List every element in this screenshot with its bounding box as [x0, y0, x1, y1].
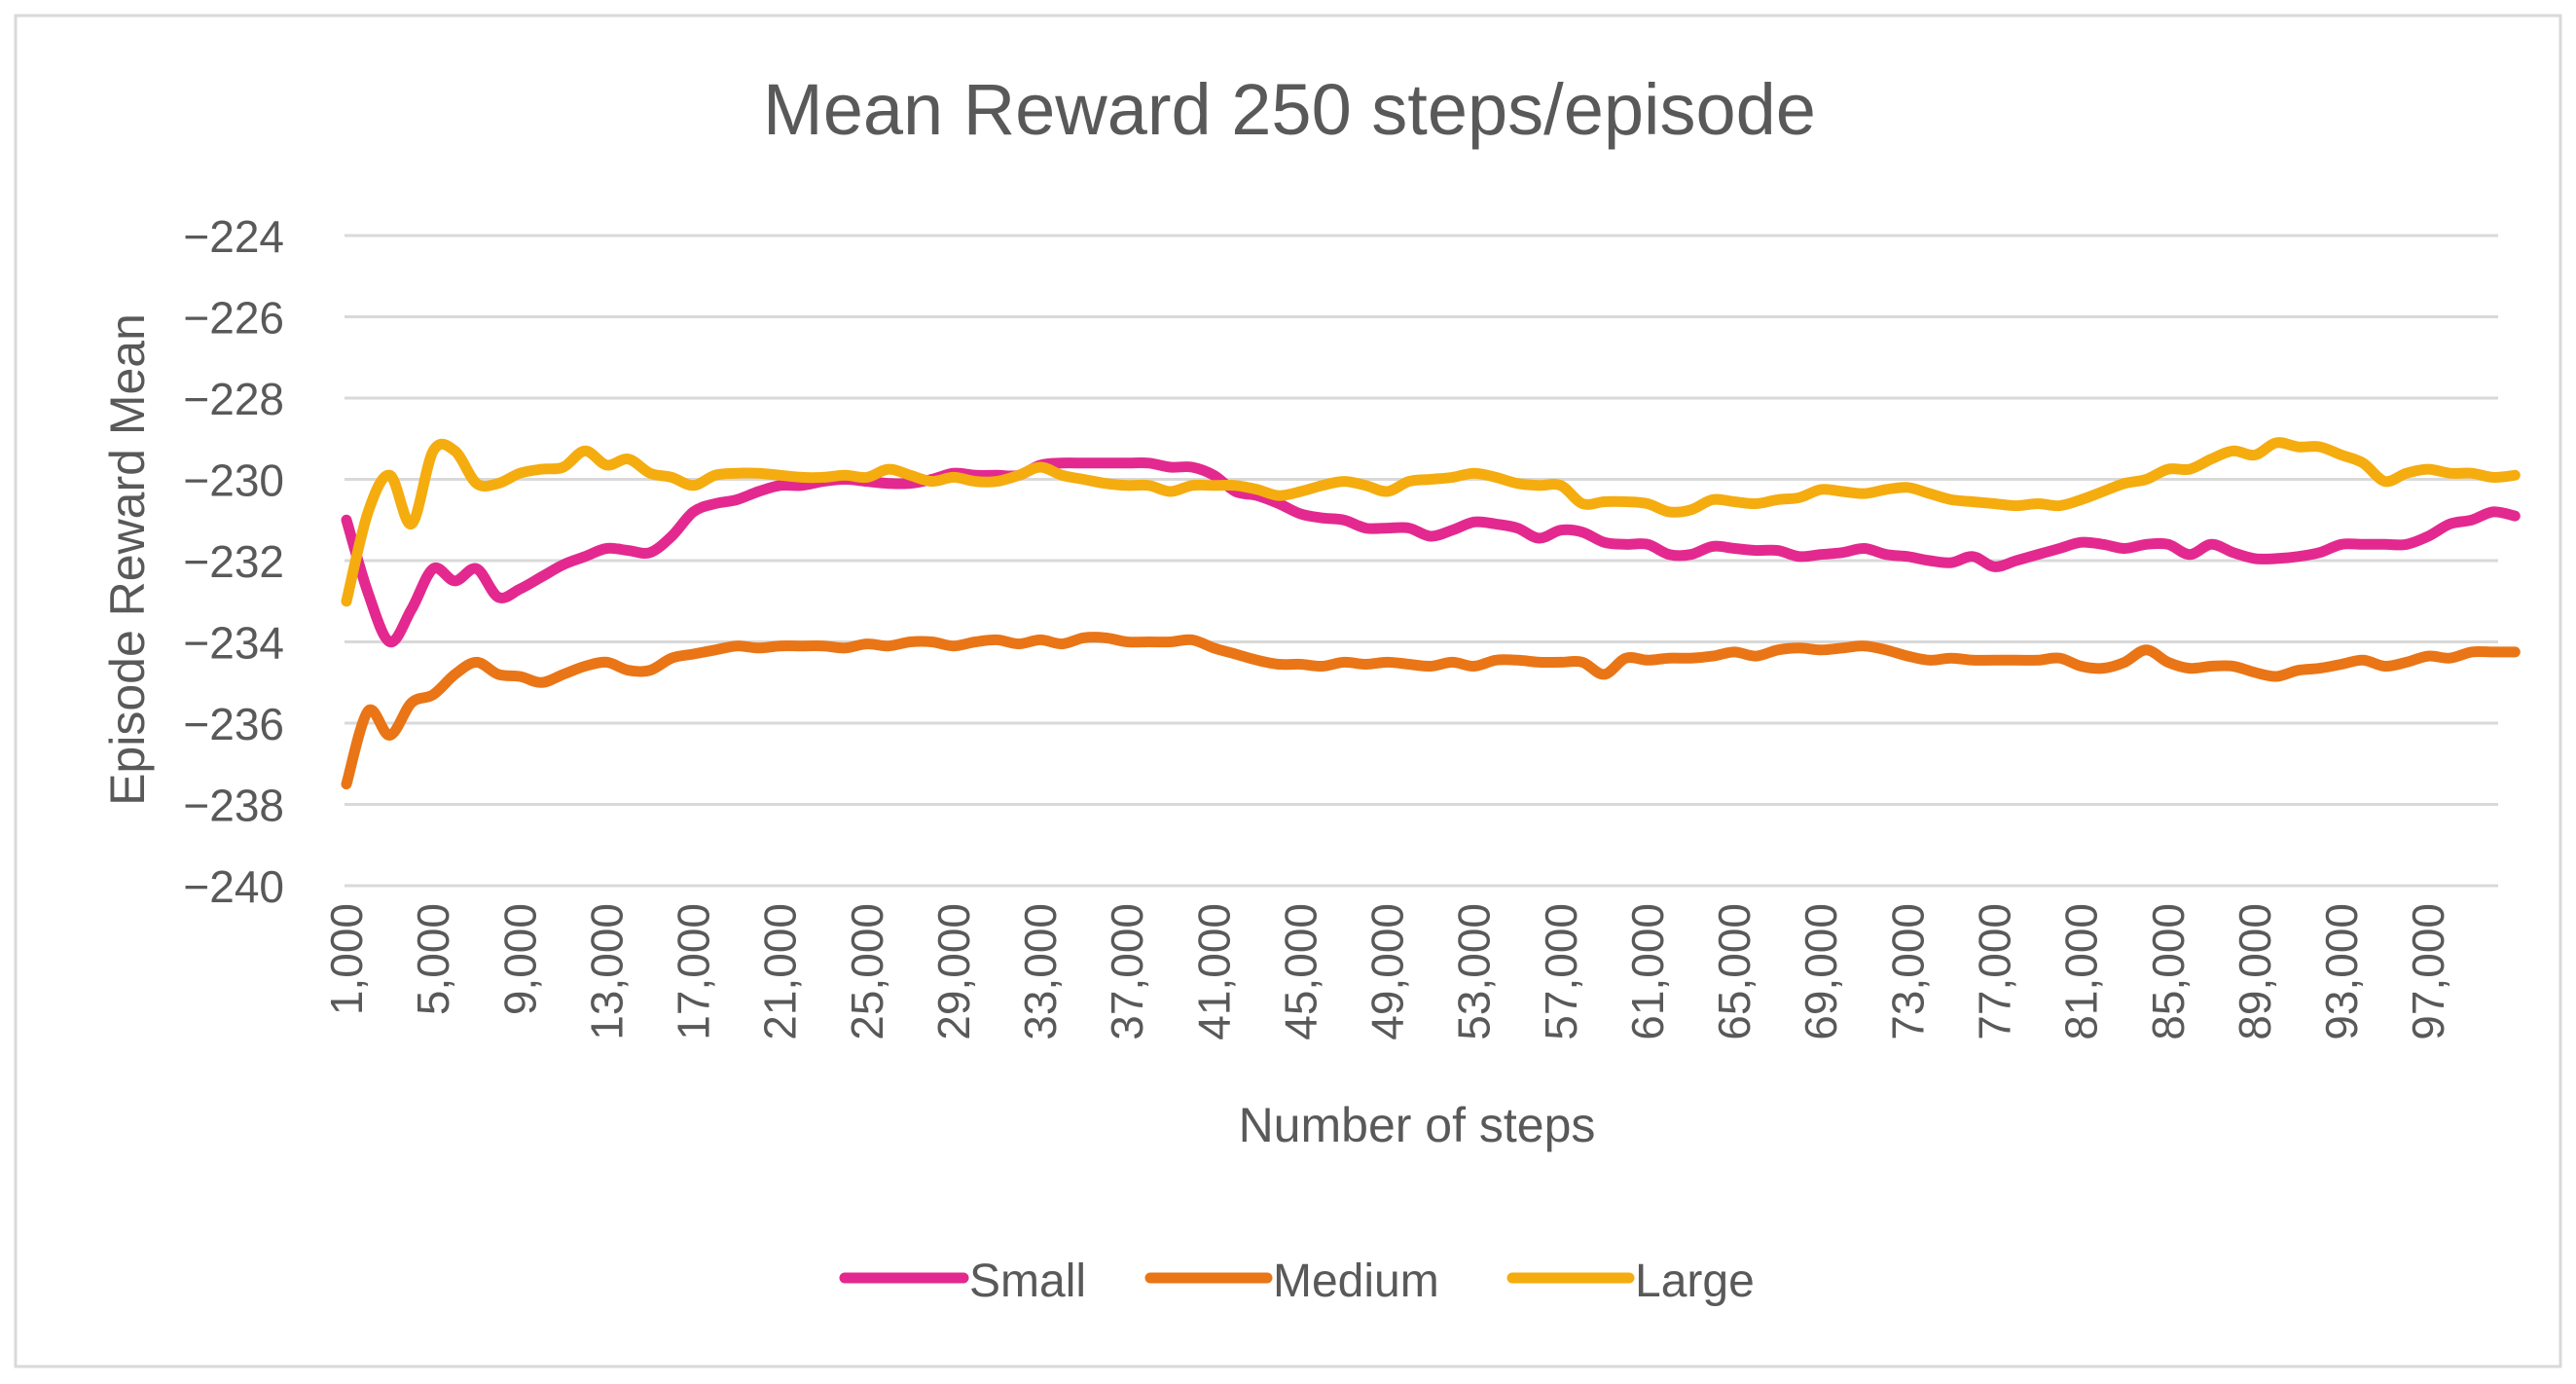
- x-tick-label: 53,000: [1449, 903, 1500, 1040]
- y-tick-label: −234: [183, 618, 284, 669]
- x-tick-label: 37,000: [1102, 903, 1152, 1040]
- x-tick-label: 81,000: [2056, 903, 2107, 1040]
- x-tick-label: 17,000: [669, 903, 719, 1040]
- x-tick-label: 41,000: [1188, 903, 1239, 1040]
- y-axis-label: Episode Reward Mean: [100, 313, 155, 806]
- y-tick-label: −236: [183, 699, 284, 749]
- y-tick-label: −230: [183, 455, 284, 506]
- legend-label-medium: Medium: [1273, 1256, 1439, 1307]
- chart-title: Mean Reward 250 steps/episode: [763, 69, 1816, 150]
- x-axis-label: Number of steps: [1239, 1098, 1596, 1152]
- x-tick-label: 45,000: [1275, 903, 1325, 1040]
- x-tick-label: 93,000: [2316, 903, 2367, 1040]
- x-tick-label: 49,000: [1362, 903, 1413, 1040]
- x-tick-label: 97,000: [2403, 903, 2453, 1040]
- x-tick-label: 69,000: [1796, 903, 1846, 1040]
- series-line-large: [341, 437, 2521, 607]
- x-tick-label: 73,000: [1882, 903, 1933, 1040]
- x-axis-ticks: 1,000 5,000 9,000 13,000 17,000 21,000 25,000 2…: [321, 903, 2453, 1040]
- y-tick-label: −226: [183, 293, 284, 344]
- y-tick-label: −240: [183, 861, 284, 912]
- y-axis-ticks: −224 −226 −228 −230 −232 −234 −236 −238 −240: [183, 211, 284, 912]
- x-tick-label: 1,000: [321, 903, 372, 1015]
- x-tick-label: 25,000: [842, 903, 892, 1040]
- x-tick-label: 61,000: [1622, 903, 1673, 1040]
- x-tick-label: 89,000: [2230, 903, 2280, 1040]
- y-tick-label: −238: [183, 781, 284, 831]
- legend-label-small: Small: [969, 1256, 1086, 1307]
- x-tick-label: 21,000: [755, 903, 806, 1040]
- y-tick-label: −228: [183, 374, 284, 424]
- x-tick-label: 65,000: [1709, 903, 1760, 1040]
- legend-label-large: Large: [1635, 1256, 1755, 1307]
- x-tick-label: 85,000: [2143, 903, 2194, 1040]
- x-tick-label: 57,000: [1536, 903, 1586, 1040]
- x-tick-label: 13,000: [581, 903, 632, 1040]
- x-tick-label: 9,000: [494, 903, 545, 1015]
- y-tick-label: −224: [183, 211, 284, 262]
- series-line-medium: [341, 632, 2521, 790]
- data-series: [341, 437, 2521, 790]
- x-tick-label: 77,000: [1969, 903, 2019, 1040]
- x-tick-label: 5,000: [408, 903, 458, 1015]
- x-tick-label: 29,000: [928, 903, 979, 1040]
- chart-border: [14, 14, 2562, 1368]
- x-tick-label: 33,000: [1015, 903, 1066, 1040]
- y-tick-label: −232: [183, 536, 284, 587]
- legend: Small Medium Large: [839, 1256, 1755, 1307]
- series-line-small: [341, 456, 2521, 648]
